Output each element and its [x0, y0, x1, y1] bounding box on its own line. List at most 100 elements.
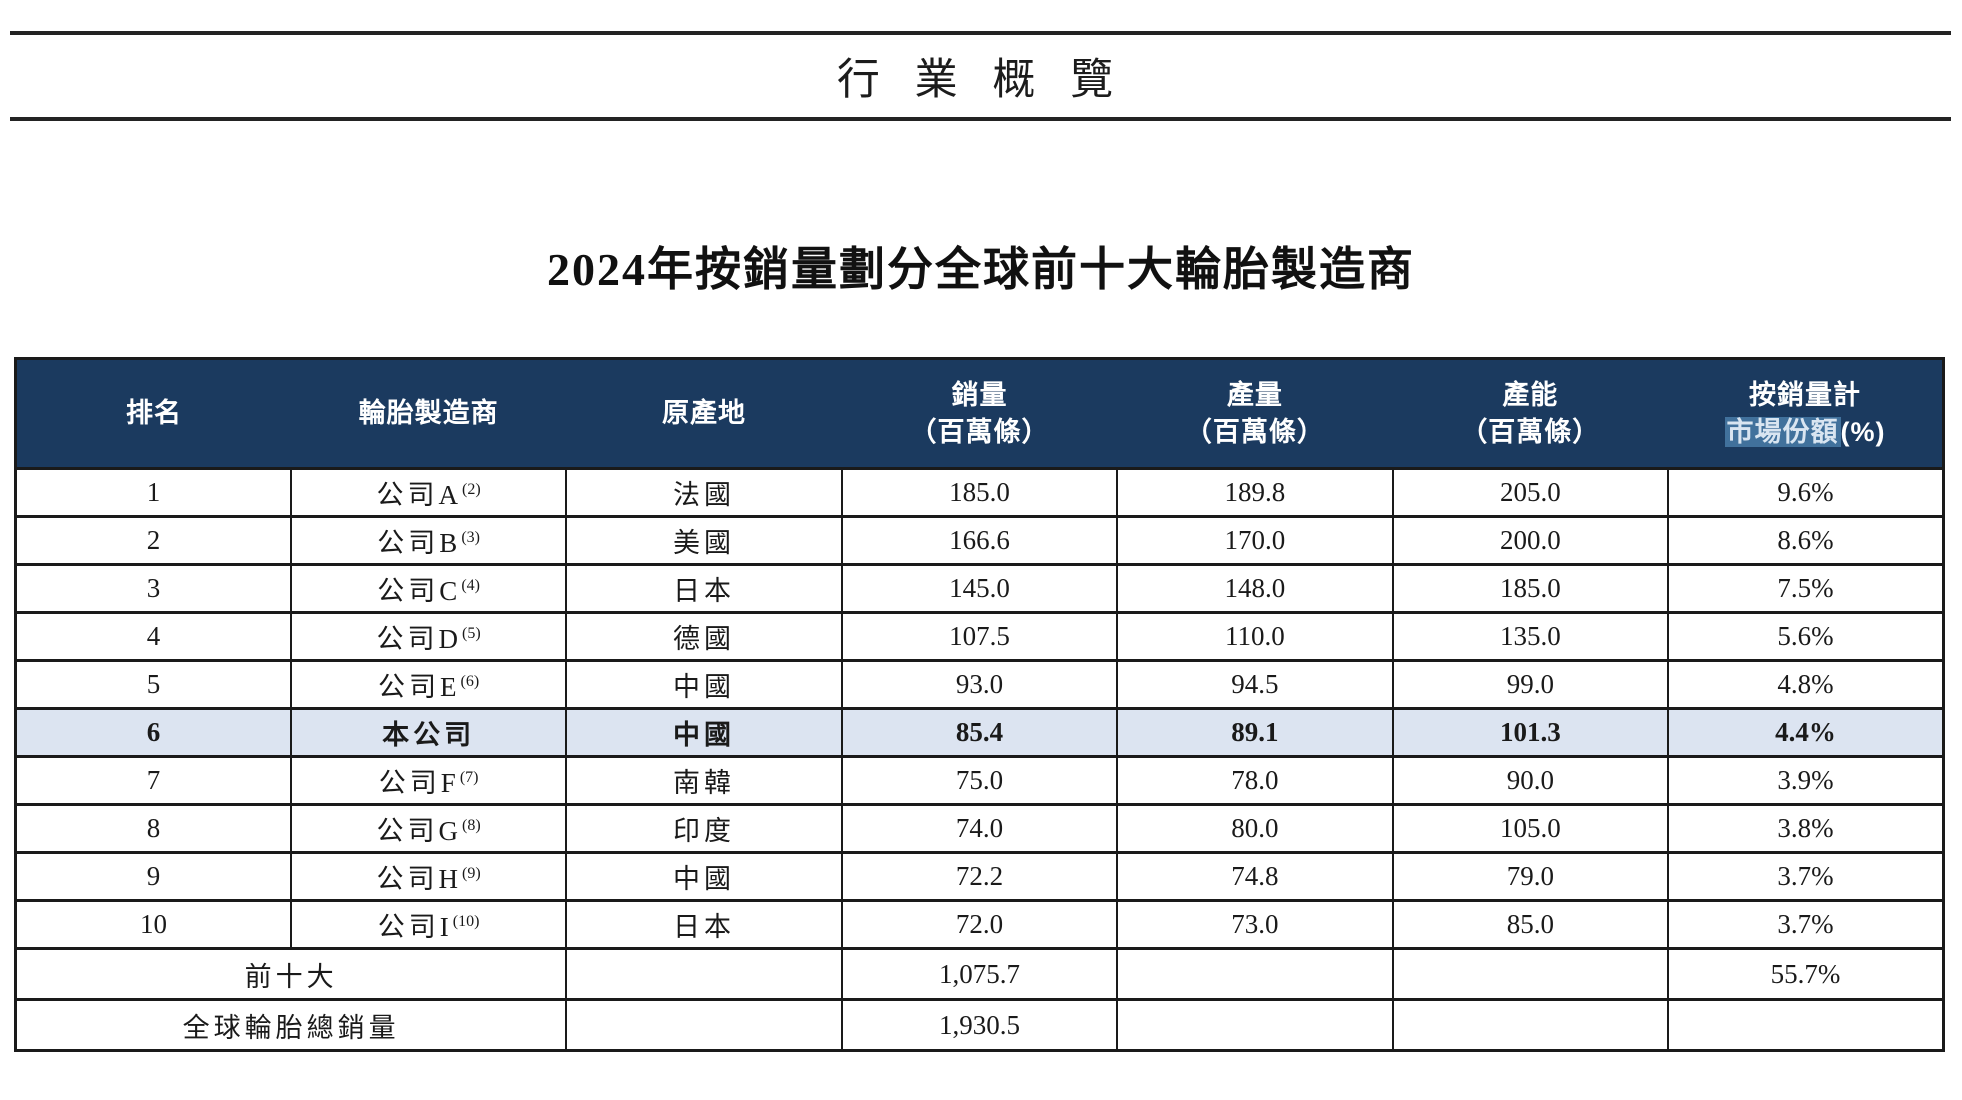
cell-sales-text: 72.0 — [955, 909, 1004, 939]
cell-market-share: 4.4% — [1667, 707, 1945, 758]
cell-total-share — [1667, 998, 1945, 1052]
cell-market-share-text: 7.5% — [1777, 573, 1834, 603]
cell-sales-text: 145.0 — [949, 573, 1010, 603]
cell-production: 73.0 — [1116, 899, 1394, 950]
selected-text-highlight: 市場份額 — [1724, 416, 1841, 447]
cell-origin: 德國 — [565, 611, 843, 662]
cell-production-text: 170.0 — [1224, 525, 1286, 555]
column-header-line1: 輪胎製造商 — [291, 395, 566, 432]
cell-market-share: 9.6% — [1667, 467, 1945, 518]
cell-capacity: 101.3 — [1391, 707, 1670, 758]
cell-sales-text: 166.6 — [949, 525, 1010, 555]
column-header-text: 輪胎製造商 — [358, 398, 499, 428]
cell-rank: 9 — [14, 851, 292, 902]
column-header-text: 按銷量計 — [1749, 379, 1862, 410]
cell-origin-text: 中國 — [673, 672, 736, 702]
cell-production-text: 94.5 — [1231, 669, 1279, 699]
cell-market-share-text: 3.8% — [1777, 813, 1834, 843]
column-header-text: 產能 — [1502, 379, 1559, 410]
cell-origin-text: 日本 — [673, 912, 736, 942]
cell-rank-text: 2 — [146, 525, 161, 555]
table-row: 2 公司B(3) 美國 166.6 170.0 200.0 8.6% — [14, 515, 1945, 566]
table-total-row: 前十大 1,075.7 55.7% — [14, 947, 1945, 1001]
cell-total-production — [1116, 998, 1394, 1052]
cell-production-text: 78.0 — [1231, 765, 1279, 795]
cell-total-sales-text: 1,075.7 — [938, 958, 1020, 989]
cell-market-share-text: 9.6% — [1777, 477, 1834, 507]
cell-company: 公司H(9) — [289, 851, 568, 902]
cell-production-text: 74.8 — [1231, 861, 1279, 891]
cell-rank: 6 — [14, 707, 292, 758]
cell-company-text: 公司C — [377, 576, 462, 606]
cell-company-text: 公司E — [378, 672, 461, 702]
cell-sales-text: 85.4 — [955, 717, 1004, 747]
cell-rank: 5 — [14, 659, 292, 710]
footnote-ref: (9) — [462, 865, 481, 882]
cell-origin: 法國 — [565, 467, 843, 518]
cell-rank-text: 9 — [146, 861, 161, 891]
cell-capacity-text: 85.0 — [1506, 909, 1554, 939]
cell-capacity-text: 185.0 — [1499, 573, 1561, 603]
cell-total-sales-text: 1,930.5 — [938, 1009, 1020, 1040]
cell-sales-text: 93.0 — [955, 669, 1004, 699]
cell-capacity: 185.0 — [1391, 563, 1670, 614]
cell-sales-text: 107.5 — [949, 621, 1010, 651]
cell-rank: 3 — [14, 563, 292, 614]
cell-production: 189.8 — [1116, 467, 1394, 518]
column-header-text: 產量 — [1226, 379, 1283, 410]
cell-rank-text: 1 — [146, 477, 161, 507]
cell-origin-text: 中國 — [673, 864, 736, 894]
column-header-line1: 原產地 — [566, 395, 841, 432]
cell-capacity: 135.0 — [1391, 611, 1670, 662]
cell-rank: 1 — [14, 467, 292, 518]
cell-production: 148.0 — [1116, 563, 1394, 614]
cell-rank-text: 6 — [146, 717, 161, 747]
column-header-text: 銷量 — [951, 379, 1008, 410]
cell-capacity-text: 99.0 — [1506, 669, 1554, 699]
cell-company-text: 本公司 — [382, 720, 476, 750]
cell-capacity: 105.0 — [1391, 803, 1670, 854]
cell-market-share-text: 4.8% — [1777, 669, 1834, 699]
cell-market-share-text: 3.9% — [1777, 765, 1834, 795]
cell-total-share: 55.7% — [1667, 947, 1945, 1001]
cell-market-share: 7.5% — [1667, 563, 1945, 614]
cell-company-text: 公司B — [377, 528, 462, 558]
cell-sales: 107.5 — [840, 611, 1119, 662]
cell-capacity: 99.0 — [1391, 659, 1670, 710]
column-header-text: 原產地 — [662, 398, 747, 428]
column-header-sales: 銷量 （百萬條） — [841, 358, 1118, 469]
footnote-ref: (2) — [462, 481, 481, 498]
cell-origin-text: 印度 — [673, 816, 736, 846]
cell-rank: 2 — [14, 515, 292, 566]
cell-rank-text: 3 — [146, 573, 161, 603]
cell-production-text: 148.0 — [1224, 573, 1286, 603]
cell-market-share: 3.9% — [1667, 755, 1945, 806]
column-header-line2: （百萬條） — [1393, 414, 1668, 451]
cell-capacity: 79.0 — [1391, 851, 1670, 902]
cell-origin-text: 法國 — [673, 480, 736, 510]
column-header-manufacturer: 輪胎製造商 — [290, 358, 567, 469]
column-header-line2: （百萬條） — [1117, 414, 1392, 451]
table-row: 7 公司F(7) 南韓 75.0 78.0 90.0 3.9% — [14, 755, 1945, 806]
cell-capacity: 205.0 — [1391, 467, 1670, 518]
cell-company-text: 公司F — [378, 768, 460, 798]
table-row: 8 公司G(8) 印度 74.0 80.0 105.0 3.8% — [14, 803, 1945, 854]
column-header-line1: 排名 — [17, 395, 291, 432]
cell-capacity-text: 79.0 — [1506, 861, 1554, 891]
column-header-unit: (%) — [1840, 416, 1886, 447]
table-row: 1 公司A(2) 法國 185.0 189.8 205.0 9.6% — [14, 467, 1945, 518]
cell-rank: 8 — [14, 803, 292, 854]
cell-market-share: 3.7% — [1667, 851, 1945, 902]
cell-origin: 印度 — [565, 803, 843, 854]
column-header-line1: 銷量 — [842, 377, 1117, 414]
cell-market-share: 8.6% — [1667, 515, 1945, 566]
table-body: 1 公司A(2) 法國 185.0 189.8 205.0 9.6% 2 公司B(3) 美國 166… — [14, 467, 1945, 950]
cell-total-sales: 1,930.5 — [840, 998, 1119, 1052]
cell-capacity-text: 90.0 — [1506, 765, 1554, 795]
column-header-unit: （百萬條） — [909, 416, 1050, 447]
column-header-origin: 原產地 — [566, 358, 842, 469]
table-total-row: 全球輪胎總銷量 1,930.5 — [14, 998, 1945, 1052]
cell-sales: 166.6 — [840, 515, 1119, 566]
cell-origin-text: 美國 — [673, 528, 736, 558]
cell-capacity: 90.0 — [1391, 755, 1670, 806]
